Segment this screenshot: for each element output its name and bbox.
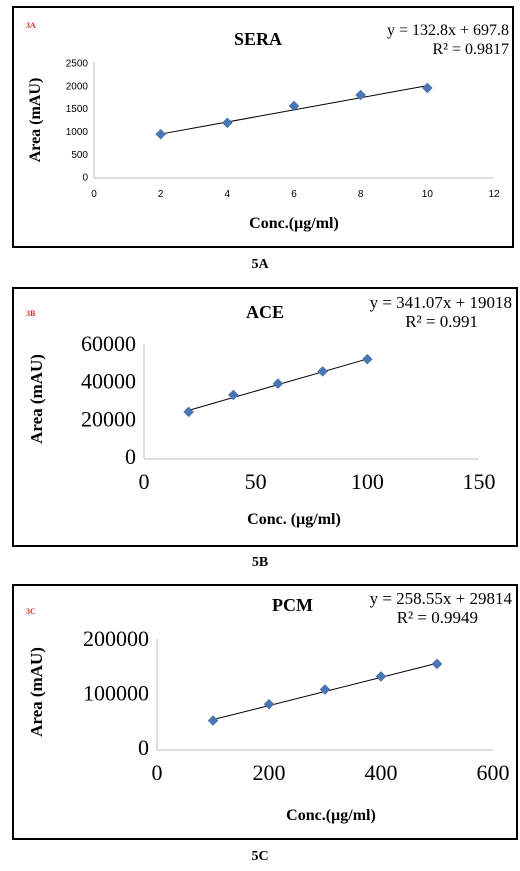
panel-tag: 3A xyxy=(26,21,36,30)
y-tick-label: 1000 xyxy=(66,127,89,138)
figure-caption: 5A xyxy=(251,257,269,272)
data-point xyxy=(375,671,387,682)
data-point xyxy=(221,117,233,129)
y-tick-label: 500 xyxy=(71,150,88,161)
data-point xyxy=(431,658,443,670)
x-tick-label: 0 xyxy=(91,189,97,200)
equation-box: y = 132.8x + 697.8 R² = 0.9817 xyxy=(387,21,509,59)
chart-title: SERA xyxy=(234,29,283,49)
data-point xyxy=(361,353,373,365)
figure-caption: 5C xyxy=(251,849,269,864)
x-tick-label: 100 xyxy=(351,469,384,494)
chart-title: PCM xyxy=(272,595,313,615)
x-tick-label: 12 xyxy=(488,189,500,200)
y-tick-label: 0 xyxy=(82,173,88,184)
chart-svg-sera: 0 500 1000 1500 2000 2500 0 2 4 6 8 10 12 Conc.(µg/ml… xyxy=(27,59,500,232)
x-tick-label: 150 xyxy=(463,469,496,494)
x-tick-label: 8 xyxy=(358,189,364,200)
y-tick-label: 200000 xyxy=(83,626,149,651)
chart-panel-ace: 3B ACE y = 341.07x + 19018 R² = 0.991 0 2… xyxy=(12,287,518,547)
chart-svg-ace: 0 20000 40000 60000 0 50 100 150 Conc. (µg/ml) Ar… xyxy=(27,331,496,528)
panel-tag: 3B xyxy=(26,309,36,318)
data-point xyxy=(355,89,367,101)
x-tick-label: 400 xyxy=(365,760,398,785)
data-point xyxy=(155,128,167,140)
data-point xyxy=(421,82,433,94)
chart-title: ACE xyxy=(246,302,285,322)
data-point xyxy=(263,698,275,710)
panel-tag: 3C xyxy=(26,607,36,616)
y-tick-label: 40000 xyxy=(81,369,136,394)
r-squared: R² = 0.9817 xyxy=(432,41,510,58)
y-axis-label: Area (mAU) xyxy=(27,354,46,444)
y-tick-label: 2000 xyxy=(66,81,89,92)
data-point xyxy=(207,715,219,726)
regression-equation: y = 258.55x + 29814 xyxy=(369,589,512,608)
chart-svg-pcm: 0 100000 200000 0 200 400 600 Conc.(µg/ml) Area … xyxy=(27,626,510,824)
x-tick-label: 10 xyxy=(422,189,434,200)
y-axis-label: Area (mAU) xyxy=(27,647,46,737)
equation-box: y = 341.07x + 19018 R² = 0.991 xyxy=(370,293,512,331)
data-point xyxy=(288,100,300,112)
r-squared: R² = 0.9949 xyxy=(396,608,478,627)
x-tick-label: 4 xyxy=(225,189,231,200)
data-point xyxy=(272,378,284,390)
x-tick-label: 6 xyxy=(291,189,297,200)
y-tick-label: 60000 xyxy=(81,331,136,356)
data-point xyxy=(183,406,195,418)
x-axis-label: Conc. (µg/ml) xyxy=(247,511,341,528)
data-point xyxy=(319,684,331,695)
x-tick-label: 600 xyxy=(477,760,510,785)
r-squared: R² = 0.991 xyxy=(405,312,478,331)
y-tick-label: 0 xyxy=(125,444,136,469)
equation-box: y = 258.55x + 29814 R² = 0.9949 xyxy=(370,589,512,627)
regression-equation: y = 132.8x + 697.8 xyxy=(386,22,509,39)
x-tick-label: 0 xyxy=(152,760,163,785)
chart-panel-sera: 3A SERA y = 132.8x + 697.8 R² = 0.9817 0… xyxy=(12,6,514,248)
x-tick-label: 0 xyxy=(139,469,150,494)
y-axis-label: Area (mAU) xyxy=(27,78,44,163)
x-axis-label: Conc.(µg/ml) xyxy=(286,807,376,824)
y-tick-label: 20000 xyxy=(81,406,136,431)
y-tick-label: 100000 xyxy=(83,681,149,706)
y-tick-label: 0 xyxy=(138,735,149,760)
y-tick-label: 1500 xyxy=(66,104,89,115)
figure-caption: 5B xyxy=(251,555,269,570)
data-point xyxy=(227,389,239,401)
data-point xyxy=(317,366,329,377)
x-axis-label: Conc.(µg/ml) xyxy=(249,215,339,232)
y-tick-label: 2500 xyxy=(66,59,89,70)
chart-panel-pcm: 3C PCM y = 258.55x + 29814 R² = 0.9949 0… xyxy=(12,584,518,840)
x-tick-label: 200 xyxy=(253,760,286,785)
x-tick-label: 2 xyxy=(158,189,164,200)
regression-equation: y = 341.07x + 19018 xyxy=(369,293,512,312)
x-tick-label: 50 xyxy=(245,469,267,494)
